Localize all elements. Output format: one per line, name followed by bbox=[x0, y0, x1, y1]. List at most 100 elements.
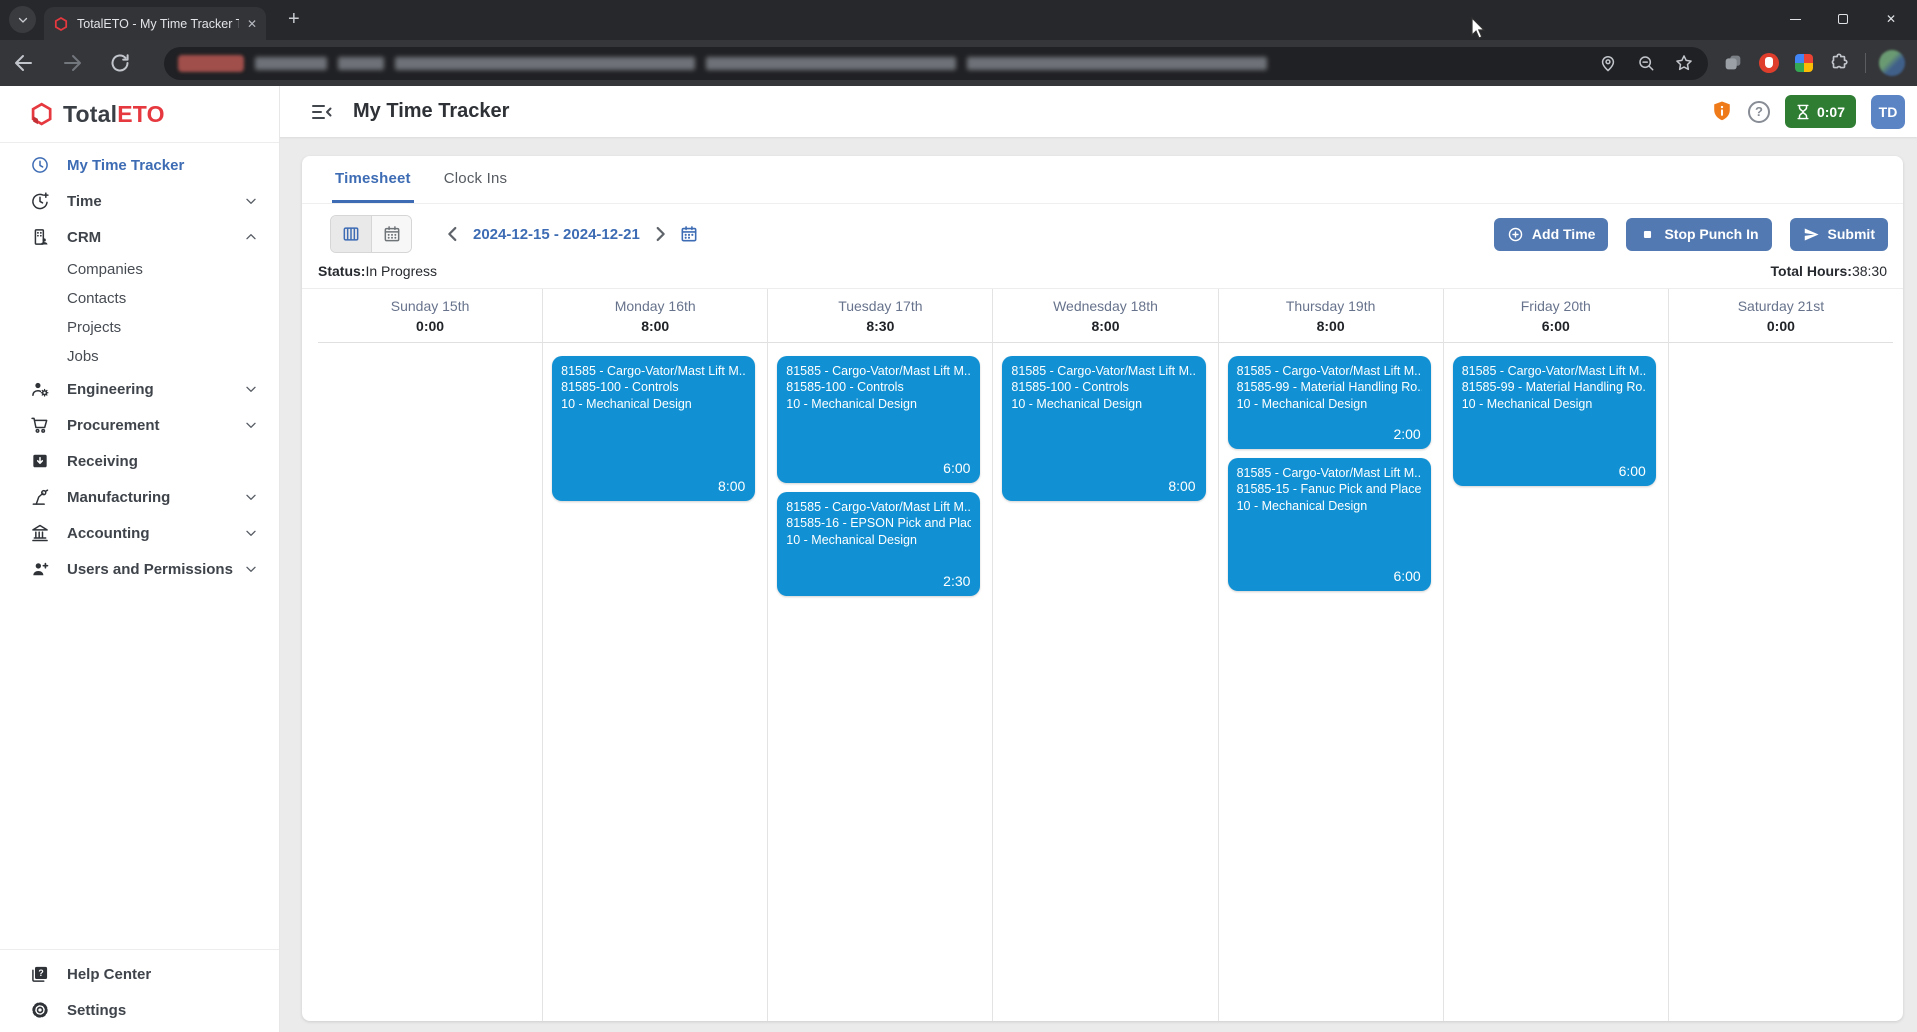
sidebar-item-label: Engineering bbox=[67, 380, 154, 398]
day-header: Thursday 19th 8:00 bbox=[1218, 289, 1443, 343]
browser-profile-avatar[interactable] bbox=[1879, 50, 1905, 76]
extensions-puzzle-icon[interactable] bbox=[1828, 52, 1850, 74]
timer-button[interactable]: 0:07 bbox=[1784, 95, 1856, 128]
sidebar-item-manufacturing[interactable]: Manufacturing bbox=[0, 479, 279, 515]
window-minimize-button[interactable] bbox=[1771, 0, 1819, 38]
day-header: Tuesday 17th 8:30 bbox=[768, 289, 993, 343]
sidebar-item-projects[interactable]: Projects bbox=[67, 319, 122, 336]
entry-task: 81585-100 - Controls bbox=[561, 380, 679, 395]
sidebar-item-label: Accounting bbox=[67, 524, 150, 542]
location-pin-icon[interactable] bbox=[1598, 53, 1618, 73]
timesheet-entry[interactable]: 81585 - Cargo-Vator/Mast Lift M... 81585-… bbox=[552, 355, 756, 501]
entry-activity: 10 - Mechanical Design bbox=[1236, 397, 1368, 412]
sidebar-item-receiving[interactable]: Receiving bbox=[0, 443, 279, 479]
columns-view-toggle[interactable] bbox=[331, 216, 371, 252]
tab-clock-ins[interactable]: Clock Ins bbox=[443, 169, 508, 187]
browser-tab-strip: TotalETO - My Time Tracker Tim ✕ + ✕ bbox=[0, 0, 1917, 40]
status-label: Status: bbox=[318, 263, 366, 279]
day-column: Monday 16th 8:00 81585 - Cargo-Vator/Mast … bbox=[542, 289, 768, 1021]
entry-job: 81585 - Cargo-Vator/Mast Lift M... bbox=[561, 363, 747, 378]
day-total-hours: 8:00 bbox=[641, 318, 670, 335]
sidebar-item-label: Procurement bbox=[67, 416, 160, 434]
timesheet-entry[interactable]: 81585 - Cargo-Vator/Mast Lift M... 81585-… bbox=[1002, 355, 1206, 501]
stop-punch-in-button[interactable]: Stop Punch In bbox=[1626, 217, 1772, 251]
sidebar-item-help-center[interactable]: ? Help Center bbox=[0, 956, 279, 992]
entry-job: 81585 - Cargo-Vator/Mast Lift M... bbox=[1011, 363, 1197, 378]
plus-circle-icon bbox=[1507, 226, 1524, 243]
timesheet-entry[interactable]: 81585 - Cargo-Vator/Mast Lift M... 81585-… bbox=[777, 491, 981, 596]
sidebar-item-accounting[interactable]: Accounting bbox=[0, 515, 279, 551]
date-picker-icon[interactable] bbox=[679, 224, 699, 244]
crm-icon bbox=[30, 227, 50, 247]
hourglass-icon bbox=[1796, 104, 1810, 120]
zoom-out-icon[interactable] bbox=[1636, 53, 1656, 73]
alert-shield-icon[interactable] bbox=[1711, 100, 1733, 124]
day-events: 81585 - Cargo-Vator/Mast Lift M... 81585-… bbox=[1219, 343, 1443, 1021]
submit-button[interactable]: Submit bbox=[1789, 217, 1888, 251]
send-icon bbox=[1803, 226, 1820, 243]
tab-search-chevron-icon[interactable] bbox=[9, 6, 36, 33]
bookmark-star-icon[interactable] bbox=[1674, 53, 1694, 73]
day-header: Friday 20th 6:00 bbox=[1443, 289, 1668, 343]
chevron-down-icon bbox=[243, 525, 259, 541]
timesheet-entry[interactable]: 81585 - Cargo-Vator/Mast Lift M... 81585-… bbox=[1227, 355, 1431, 449]
sidebar-item-my-time-tracker[interactable]: My Time Tracker bbox=[0, 147, 279, 183]
sidebar-item-label: Manufacturing bbox=[67, 488, 171, 506]
next-week-icon[interactable] bbox=[649, 223, 671, 245]
sidebar-item-label: My Time Tracker bbox=[67, 156, 185, 174]
tab-timesheet[interactable]: Timesheet bbox=[332, 156, 414, 203]
day-column: Wednesday 18th 8:00 81585 - Cargo-Vator/Ma… bbox=[992, 289, 1218, 1021]
day-header: Sunday 15th 0:00 bbox=[318, 289, 543, 343]
day-column: Tuesday 17th 8:30 81585 - Cargo-Vator/Mast… bbox=[767, 289, 993, 1021]
chevron-down-icon bbox=[243, 489, 259, 505]
sidebar-item-users-and-permissions[interactable]: Users and Permissions bbox=[0, 551, 279, 587]
total-hours-label: Total Hours: bbox=[1770, 263, 1852, 279]
status-value: In Progress bbox=[365, 263, 438, 279]
timesheet-entry[interactable]: 81585 - Cargo-Vator/Mast Lift M... 81585-… bbox=[1227, 457, 1431, 591]
svg-text:?: ? bbox=[38, 968, 43, 978]
sidebar-item-procurement[interactable]: Procurement bbox=[0, 407, 279, 443]
browser-tab[interactable]: TotalETO - My Time Tracker Tim ✕ bbox=[44, 7, 266, 40]
back-icon[interactable] bbox=[12, 51, 36, 75]
sidebar-item-companies[interactable]: Companies bbox=[67, 261, 143, 278]
user-avatar[interactable]: TD bbox=[1871, 94, 1905, 129]
help-icon[interactable]: ? bbox=[1747, 100, 1770, 123]
sidebar-item-settings[interactable]: Settings bbox=[0, 992, 279, 1028]
extension-icon[interactable] bbox=[1722, 52, 1744, 74]
forward-icon[interactable] bbox=[60, 51, 84, 75]
entry-job: 81585 - Cargo-Vator/Mast Lift M... bbox=[786, 363, 972, 378]
sidebar-item-time[interactable]: Time bbox=[0, 183, 279, 219]
adblock-extension-icon[interactable] bbox=[1759, 53, 1779, 73]
sidebar-collapse-icon[interactable] bbox=[310, 100, 334, 124]
sidebar-item-jobs[interactable]: Jobs bbox=[67, 348, 99, 365]
date-range[interactable]: 2024-12-15 - 2024-12-21 bbox=[473, 225, 640, 243]
add-time-button[interactable]: Add Time bbox=[1493, 217, 1609, 251]
prev-week-icon[interactable] bbox=[442, 223, 464, 245]
view-toggle-group bbox=[330, 215, 412, 253]
timesheet-entry[interactable]: 81585 - Cargo-Vator/Mast Lift M... 81585-… bbox=[1452, 355, 1656, 486]
sidebar-item-engineering[interactable]: . Engineering bbox=[0, 371, 279, 407]
entry-activity: 10 - Mechanical Design bbox=[1236, 499, 1368, 514]
entry-job: 81585 - Cargo-Vator/Mast Lift M... bbox=[1236, 465, 1422, 480]
sidebar-item-contacts[interactable]: Contacts bbox=[67, 290, 127, 307]
window-maximize-button[interactable] bbox=[1819, 0, 1867, 38]
colorful-extension-icon[interactable] bbox=[1795, 54, 1813, 72]
logo-eto: ETO bbox=[117, 100, 165, 127]
toolbar-divider bbox=[1865, 53, 1866, 73]
new-tab-button[interactable]: + bbox=[288, 8, 300, 30]
address-bar[interactable] bbox=[164, 46, 1708, 80]
calendar-view-toggle[interactable] bbox=[371, 216, 411, 252]
reload-icon[interactable] bbox=[108, 51, 132, 75]
totaleto-logo-icon bbox=[27, 101, 54, 128]
sidebar-footer: ? Help Center Settings bbox=[0, 949, 279, 1028]
entry-activity: 10 - Mechanical Design bbox=[1461, 397, 1593, 412]
chevron-down-icon bbox=[243, 381, 259, 397]
chevron-down-icon bbox=[243, 417, 259, 433]
sidebar-item-crm[interactable]: CRM bbox=[0, 219, 279, 255]
tab-close-icon[interactable]: ✕ bbox=[246, 16, 257, 31]
entry-duration: 8:00 bbox=[718, 477, 746, 494]
entry-activity: 10 - Mechanical Design bbox=[786, 397, 917, 412]
window-close-button[interactable]: ✕ bbox=[1885, 12, 1897, 26]
day-column: Saturday 21st 0:00 bbox=[1667, 289, 1893, 1021]
timesheet-entry[interactable]: 81585 - Cargo-Vator/Mast Lift M... 81585-… bbox=[777, 355, 981, 483]
